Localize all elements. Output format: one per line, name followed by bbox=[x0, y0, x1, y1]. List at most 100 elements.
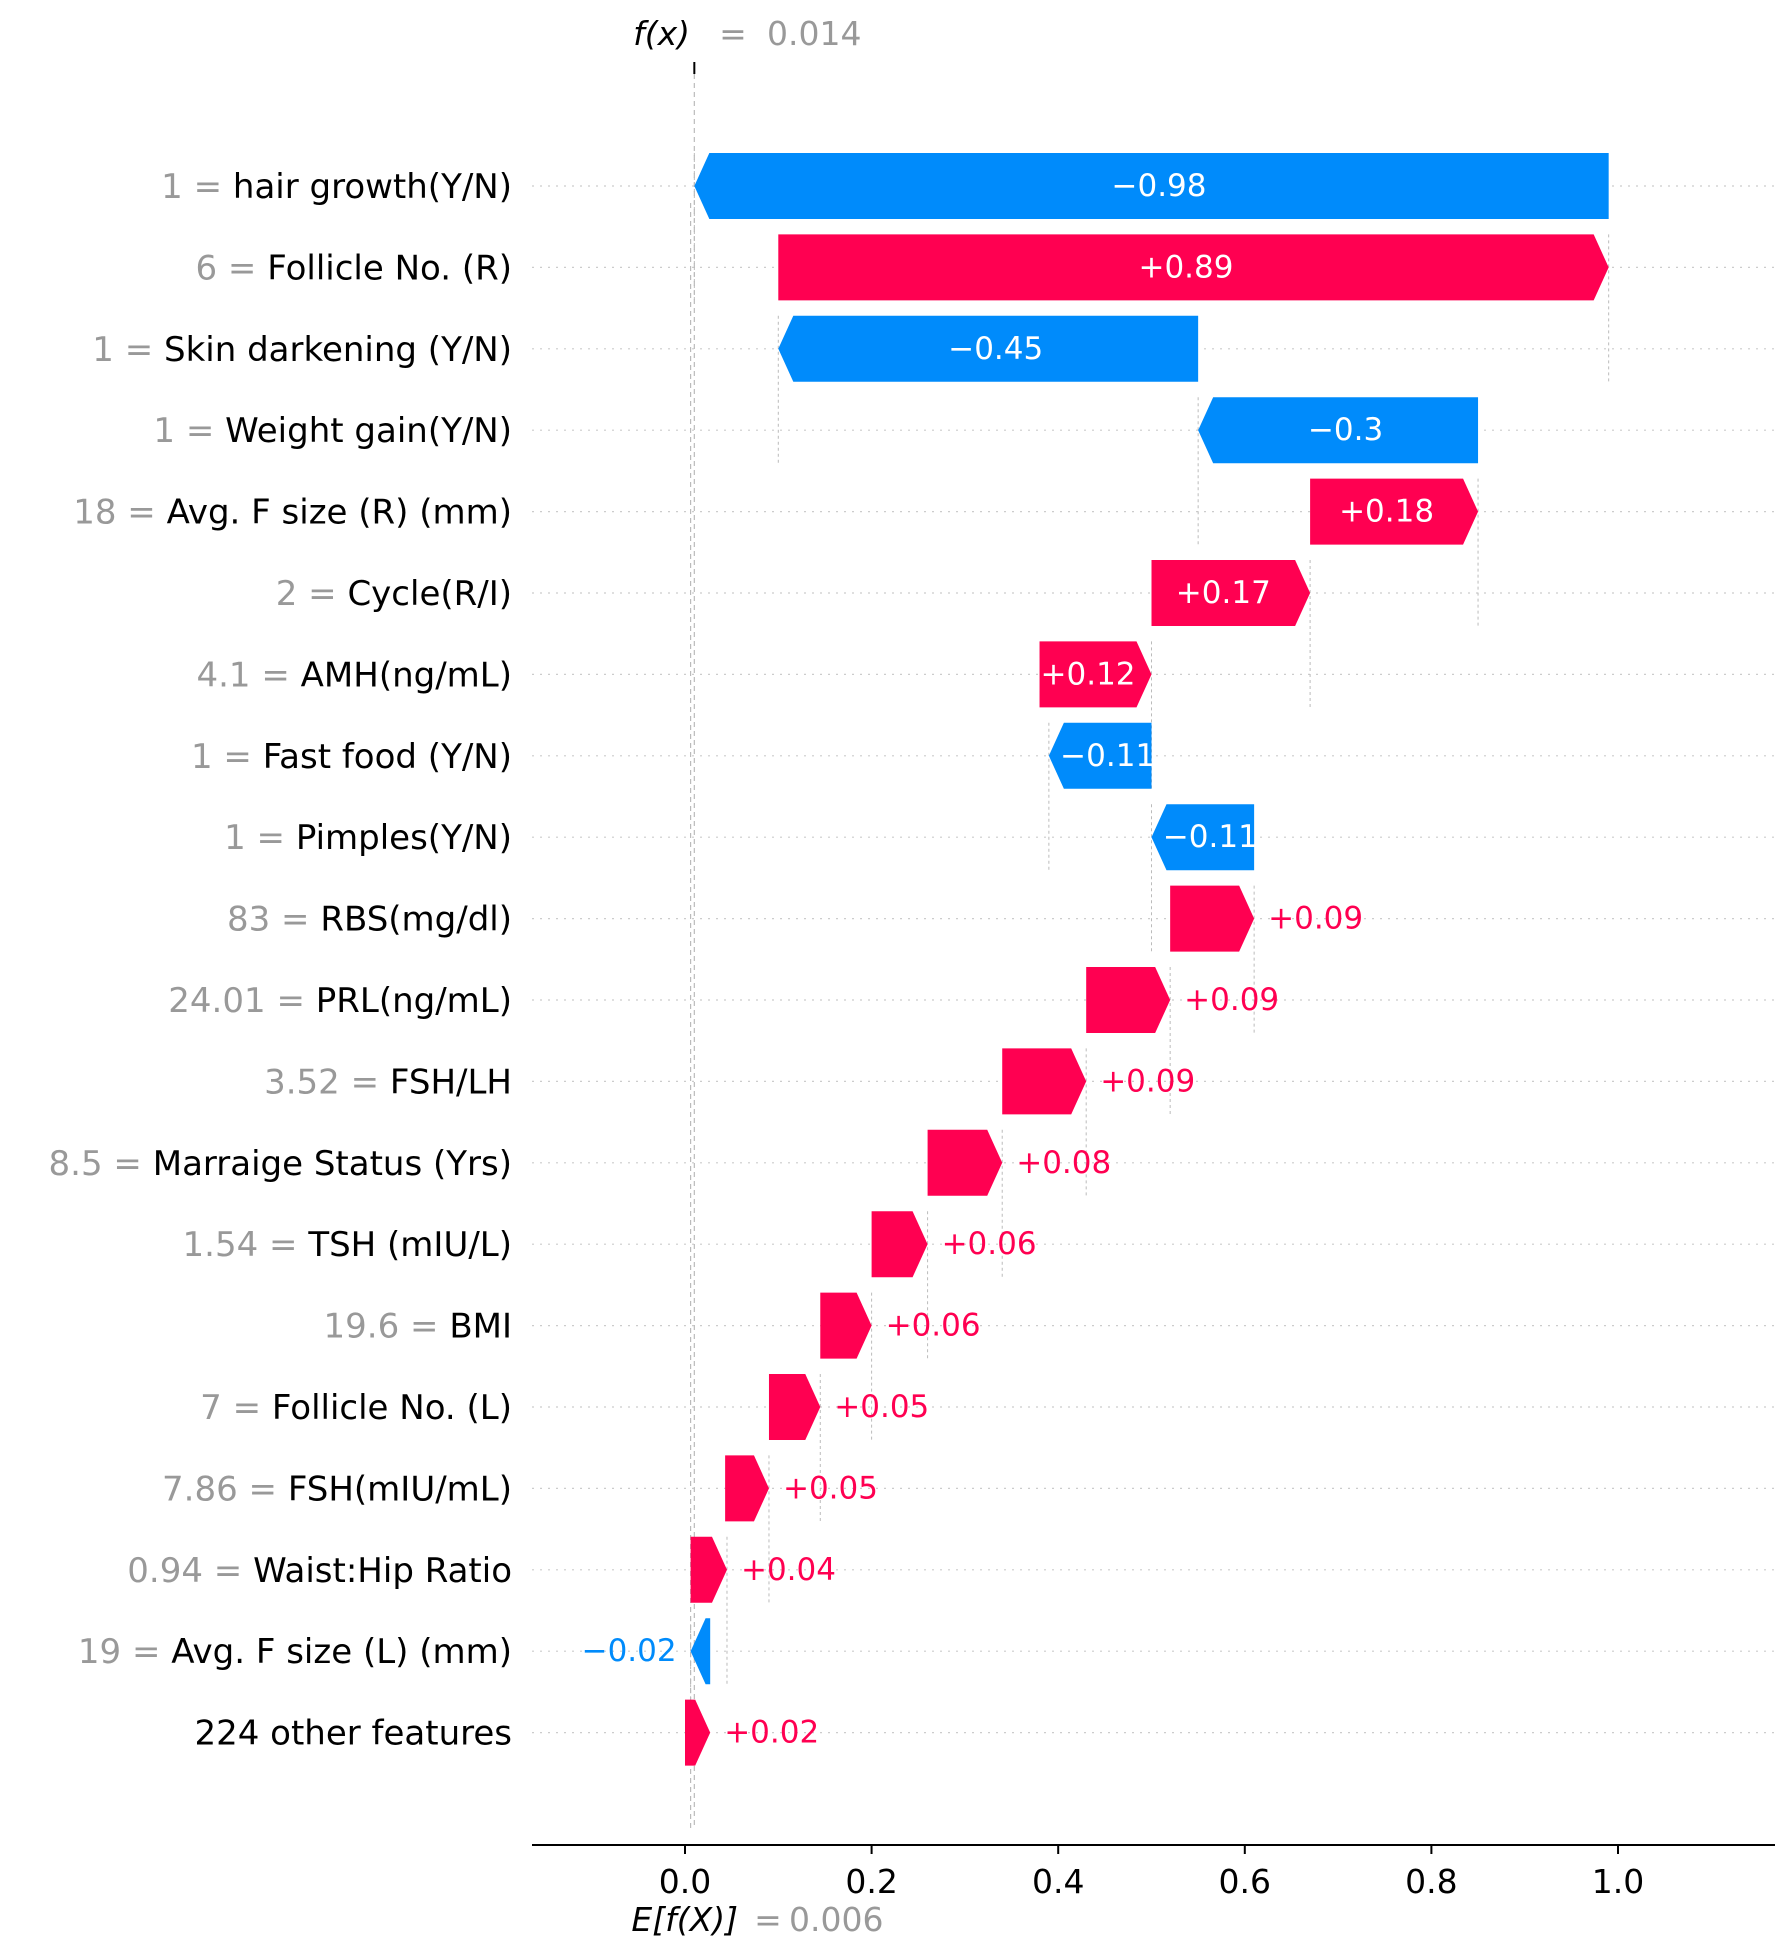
feature-value: 4.1 = bbox=[196, 655, 300, 695]
x-tick-label: 0.8 bbox=[1405, 1862, 1457, 1901]
contribution-label: +0.09 bbox=[1184, 982, 1279, 1018]
contribution-label: +0.12 bbox=[1041, 656, 1136, 692]
feature-value: 19 = bbox=[78, 1632, 171, 1672]
feature-label: 19 = Avg. F size (L) (mm) bbox=[78, 1632, 512, 1672]
feature-value: 2 = bbox=[276, 574, 348, 614]
feature-label: 224 other features bbox=[194, 1714, 512, 1754]
feature-label: 19.6 = BMI bbox=[324, 1307, 513, 1347]
contribution-label: +0.06 bbox=[886, 1308, 981, 1344]
feature-name: AMH(ng/mL) bbox=[301, 655, 512, 695]
contribution-label: −0.45 bbox=[948, 331, 1043, 367]
feature-label: 4.1 = AMH(ng/mL) bbox=[196, 655, 512, 695]
x-tick-label: 0.4 bbox=[1032, 1862, 1084, 1901]
feature-name: BMI bbox=[449, 1307, 512, 1347]
contribution-label: +0.09 bbox=[1100, 1063, 1195, 1099]
feature-name: FSH/LH bbox=[390, 1062, 512, 1102]
x-tick-label: 0.0 bbox=[659, 1862, 711, 1901]
feature-bar bbox=[768, 1374, 821, 1440]
feature-name: Marraige Status (Yrs) bbox=[153, 1144, 512, 1184]
feature-value: 7.86 = bbox=[162, 1469, 288, 1509]
feature-bar bbox=[1151, 804, 1255, 871]
contribution-label: +0.04 bbox=[741, 1552, 836, 1588]
feature-value: 7 = bbox=[200, 1388, 272, 1428]
feature-label: 0.94 = Waist:Hip Ratio bbox=[127, 1551, 512, 1591]
feature-bar bbox=[778, 234, 1609, 301]
contribution-label: −0.98 bbox=[1112, 168, 1207, 204]
feature-name: Avg. F size (R) (mm) bbox=[167, 493, 512, 533]
contribution-label: −0.02 bbox=[582, 1633, 677, 1669]
contribution-label: +0.05 bbox=[783, 1470, 878, 1506]
feature-value: 0.94 = bbox=[127, 1551, 253, 1591]
feature-label: 3.52 = FSH/LH bbox=[264, 1062, 512, 1102]
feature-labels: 1 = hair growth(Y/N) −0.98 6 = Follicle No… bbox=[49, 167, 1435, 1754]
contribution-label: +0.05 bbox=[834, 1389, 929, 1425]
base-annotation: E[f(X)] = 0.006 bbox=[631, 1900, 883, 1939]
feature-bar bbox=[1086, 967, 1171, 1033]
feature-bar bbox=[694, 153, 1609, 219]
feature-label: 6 = Follicle No. (R) bbox=[195, 248, 512, 288]
feature-name: Cycle(R/I) bbox=[347, 574, 512, 614]
feature-bar bbox=[1048, 722, 1152, 789]
feature-name: FSH(mIU/mL) bbox=[288, 1469, 512, 1509]
feature-name: Weight gain(Y/N) bbox=[225, 411, 512, 451]
x-tick-label: 1.0 bbox=[1592, 1862, 1644, 1901]
feature-value: 1 = bbox=[153, 411, 225, 451]
fx-annotation: f(x) = 0.014 bbox=[633, 14, 861, 53]
feature-name: Fast food (Y/N) bbox=[263, 737, 512, 777]
feature-bar bbox=[1151, 560, 1311, 626]
feature-label: 18 = Avg. F size (R) (mm) bbox=[73, 493, 512, 533]
feature-name: Skin darkening (Y/N) bbox=[164, 330, 512, 370]
contribution-label: −0.11 bbox=[1163, 819, 1258, 855]
feature-name: Pimples(Y/N) bbox=[296, 818, 512, 858]
feature-label: 1.54 = TSH (mIU/L) bbox=[183, 1225, 513, 1265]
contribution-label: +0.09 bbox=[1268, 901, 1363, 937]
feature-bar bbox=[1170, 885, 1255, 952]
feature-label: 24.01 = PRL(ng/mL) bbox=[168, 981, 512, 1021]
feature-value: 18 = bbox=[73, 493, 166, 533]
base-value: 0.006 bbox=[789, 1900, 883, 1939]
feature-bar bbox=[1310, 478, 1479, 545]
grid-layer bbox=[532, 185, 1775, 1734]
feature-label: 1 = Skin darkening (Y/N) bbox=[92, 330, 512, 370]
fx-equals: = bbox=[719, 14, 747, 53]
feature-name: hair growth(Y/N) bbox=[233, 167, 512, 207]
feature-value: 6 = bbox=[195, 248, 267, 288]
feature-value: 24.01 = bbox=[168, 981, 315, 1021]
x-tick-label: 0.6 bbox=[1219, 1862, 1271, 1901]
contribution-label: +0.17 bbox=[1176, 575, 1271, 611]
feature-label: 7 = Follicle No. (L) bbox=[200, 1388, 512, 1428]
feature-value: 83 = bbox=[227, 900, 320, 940]
contribution-label: +0.08 bbox=[1016, 1145, 1111, 1181]
feature-label: 8.5 = Marraige Status (Yrs) bbox=[49, 1144, 512, 1184]
fx-value: 0.014 bbox=[767, 14, 861, 53]
feature-value: 1 = bbox=[92, 330, 164, 370]
x-tick-label: 0.2 bbox=[845, 1862, 897, 1901]
contribution-label: −0.3 bbox=[1308, 412, 1383, 448]
feature-name: Follicle No. (L) bbox=[272, 1388, 512, 1428]
feature-value: 19.6 = bbox=[324, 1307, 450, 1347]
feature-name: RBS(mg/dl) bbox=[320, 900, 512, 940]
feature-label: 1 = Pimples(Y/N) bbox=[224, 818, 512, 858]
feature-bar bbox=[725, 1455, 769, 1522]
feature-value: 3.52 = bbox=[264, 1062, 390, 1102]
bars bbox=[685, 153, 1609, 1766]
feature-name: 224 other features bbox=[194, 1714, 512, 1754]
contribution-label: +0.06 bbox=[942, 1226, 1037, 1262]
feature-name: Follicle No. (R) bbox=[267, 248, 512, 288]
fx-label: f(x) bbox=[633, 14, 690, 53]
connector-lines bbox=[690, 153, 1610, 1766]
feature-value: 1 = bbox=[191, 737, 263, 777]
feature-bar bbox=[685, 1699, 711, 1766]
contribution-label: +0.18 bbox=[1339, 494, 1434, 530]
feature-bar bbox=[1198, 397, 1479, 464]
base-equals: = bbox=[754, 1900, 782, 1939]
x-axis: 0.0 0.2 0.4 0.6 0.8 1.0 bbox=[532, 1844, 1775, 1901]
feature-name: PRL(ng/mL) bbox=[316, 981, 512, 1021]
feature-value: 1.54 = bbox=[183, 1225, 309, 1265]
contribution-label: +0.89 bbox=[1138, 249, 1233, 285]
feature-bar bbox=[778, 315, 1199, 382]
feature-bar bbox=[690, 1618, 711, 1685]
feature-bar bbox=[1002, 1048, 1087, 1115]
feature-label: 1 = Fast food (Y/N) bbox=[191, 737, 512, 777]
